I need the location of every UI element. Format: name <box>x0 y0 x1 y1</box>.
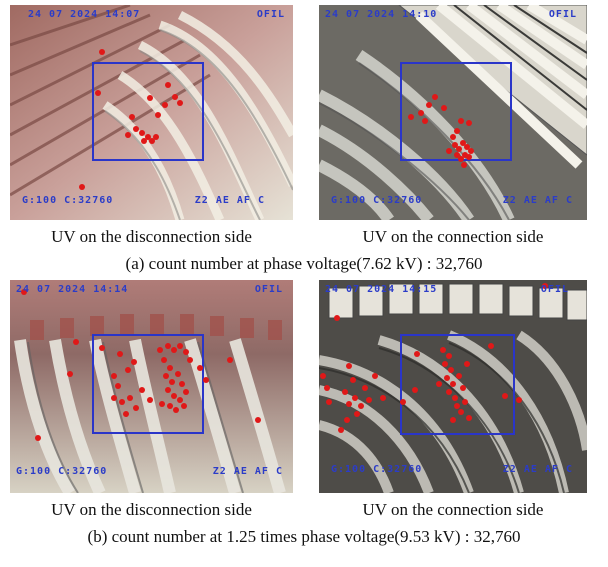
overlay-timestamp: 24 07 2024 14:14 <box>16 284 129 295</box>
overlay-gain-count: G:100 C:32760 <box>331 195 423 206</box>
panel-label: UV on the connection side <box>362 227 544 246</box>
panel-label: UV on the connection side <box>362 500 544 519</box>
uv-photo-b-disconnection: 24 07 2024 14:14 OFIL G:100 C:32760 Z2 A… <box>10 280 293 493</box>
overlay-timestamp: 24 07 2024 14:07 <box>28 9 141 20</box>
overlay-mode: OFIL <box>256 9 285 20</box>
overlay-gain-count: G:100 C:32760 <box>331 464 423 475</box>
overlay-status: Z2 AE AF C <box>194 195 265 206</box>
roi-box <box>92 62 204 161</box>
uv-photo-a-disconnection: 24 07 2024 14:07 OFIL G:100 C:32760 Z2 A… <box>10 5 293 220</box>
overlay-status: Z2 AE AF C <box>502 195 573 206</box>
uv-photo-b-connection: 24 07 2024 14:15 OFIL G:100 C:32760 Z2 A… <box>319 280 587 493</box>
overlay-timestamp: 24 07 2024 14:10 <box>325 9 438 20</box>
overlay-mode: OFIL <box>540 284 569 295</box>
panel-label: UV on the disconnection side <box>51 227 252 246</box>
roi-box <box>400 62 512 161</box>
figure-caption: (a) count number at phase voltage(7.62 k… <box>125 254 483 273</box>
uv-detections <box>408 94 474 168</box>
uv-detections <box>21 289 261 441</box>
uv-photo-a-connection: 24 07 2024 14:10 OFIL G:100 C:32760 Z2 A… <box>319 5 587 220</box>
winding-photo <box>319 280 587 493</box>
winding-photo <box>10 280 293 493</box>
roi-box <box>400 334 515 435</box>
roi-box <box>92 334 204 434</box>
overlay-gain-count: G:100 C:32760 <box>22 195 114 206</box>
overlay-timestamp: 24 07 2024 14:15 <box>325 284 438 295</box>
overlay-gain-count: G:100 C:32760 <box>16 466 108 477</box>
figure-caption: (b) count number at 1.25 times phase vol… <box>87 527 521 546</box>
uv-detections <box>79 49 183 190</box>
winding-photo <box>319 5 587 220</box>
panel-label: UV on the disconnection side <box>51 500 252 519</box>
winding-photo <box>10 5 293 220</box>
overlay-status: Z2 AE AF C <box>212 466 283 477</box>
overlay-mode: OFIL <box>548 9 577 20</box>
overlay-status: Z2 AE AF C <box>502 464 573 475</box>
uv-detections <box>320 283 548 433</box>
overlay-mode: OFIL <box>254 284 283 295</box>
